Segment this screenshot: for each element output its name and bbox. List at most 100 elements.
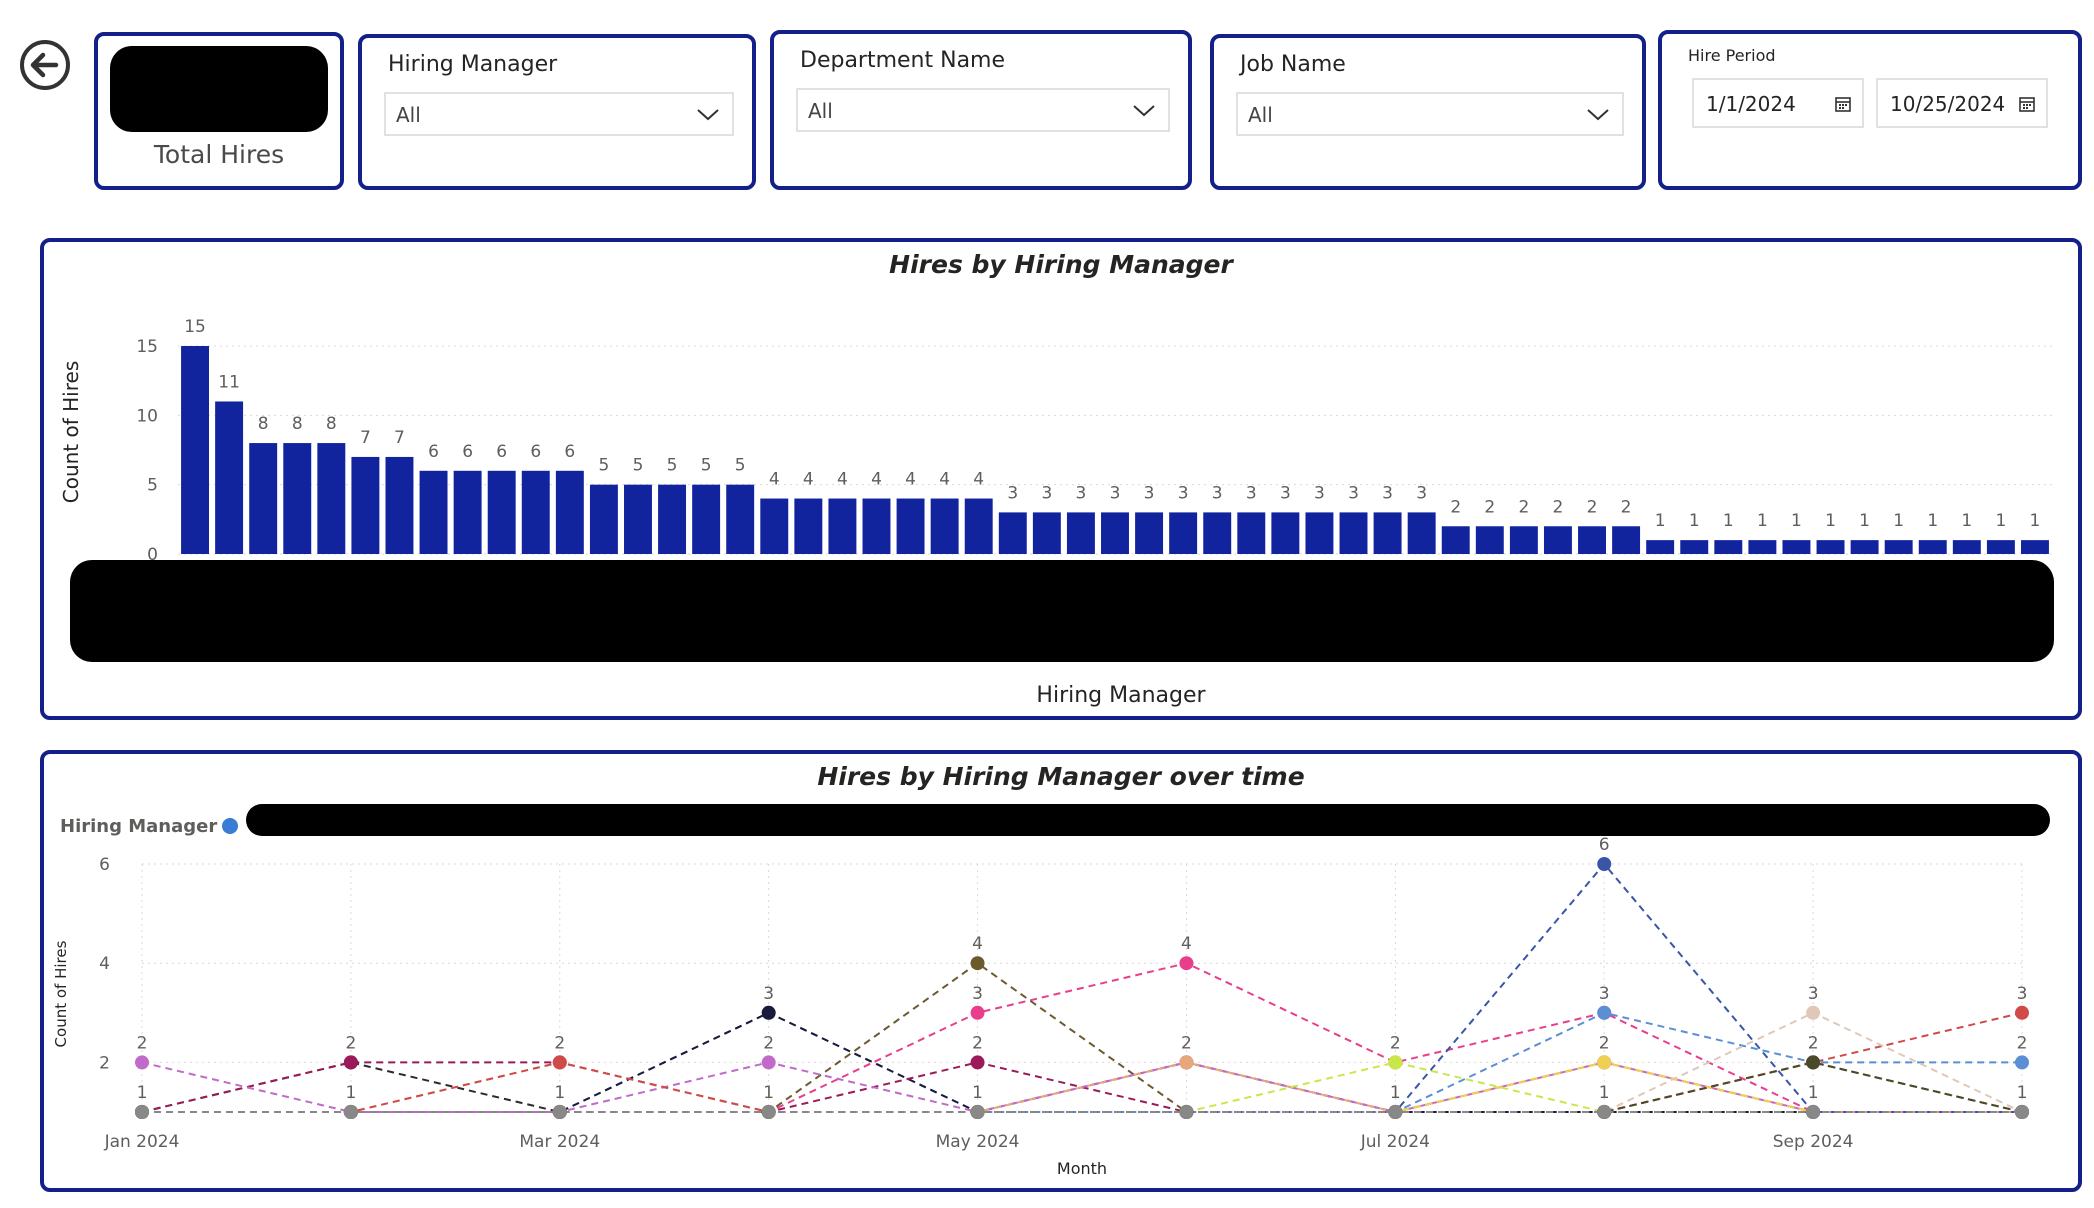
bar-data-label: 1 bbox=[1961, 511, 1972, 531]
hire-period-end-input[interactable]: 10/25/2024 bbox=[1876, 78, 2048, 128]
bar[interactable] bbox=[1986, 540, 2015, 554]
series-point[interactable] bbox=[1597, 1005, 1612, 1020]
legend-marker[interactable] bbox=[222, 818, 238, 834]
bar[interactable] bbox=[1169, 512, 1198, 554]
hiring-manager-dropdown[interactable]: All bbox=[384, 92, 734, 136]
bar[interactable] bbox=[1271, 512, 1300, 554]
bar[interactable] bbox=[1918, 540, 1947, 554]
bar[interactable] bbox=[1748, 540, 1777, 554]
bar[interactable] bbox=[1612, 526, 1641, 554]
bar[interactable] bbox=[521, 470, 550, 554]
series-point[interactable] bbox=[761, 1055, 776, 1070]
series-line[interactable] bbox=[142, 961, 2023, 1113]
bar[interactable] bbox=[1237, 512, 1266, 554]
back-button[interactable] bbox=[18, 38, 72, 92]
bar[interactable] bbox=[1509, 526, 1538, 554]
bar-data-label: 4 bbox=[871, 470, 882, 490]
series-point[interactable] bbox=[135, 1055, 149, 1070]
bar[interactable] bbox=[1714, 540, 1743, 554]
series-point[interactable] bbox=[343, 1055, 358, 1070]
series-point[interactable] bbox=[135, 1105, 149, 1119]
bar[interactable] bbox=[249, 443, 278, 554]
series-point[interactable] bbox=[1597, 1055, 1612, 1070]
bar[interactable] bbox=[998, 512, 1027, 554]
series-point[interactable] bbox=[1806, 1105, 1821, 1119]
series-point[interactable] bbox=[2015, 1105, 2029, 1119]
bar[interactable] bbox=[2020, 540, 2049, 554]
bar-data-label: 6 bbox=[530, 442, 541, 462]
bar[interactable] bbox=[1475, 526, 1504, 554]
bar[interactable] bbox=[692, 484, 721, 554]
bar-data-label: 4 bbox=[769, 470, 780, 490]
series-line[interactable] bbox=[142, 1061, 2022, 1114]
bar[interactable] bbox=[1680, 540, 1709, 554]
department-name-dropdown[interactable]: All bbox=[796, 88, 1170, 132]
series-point[interactable] bbox=[970, 956, 985, 971]
bar[interactable] bbox=[1543, 526, 1572, 554]
series-point[interactable] bbox=[1388, 1055, 1403, 1070]
bar[interactable] bbox=[1135, 512, 1164, 554]
bar[interactable] bbox=[317, 443, 346, 554]
bar[interactable] bbox=[555, 470, 584, 554]
series-point[interactable] bbox=[1597, 1105, 1612, 1119]
series-point[interactable] bbox=[343, 1105, 358, 1119]
bar[interactable] bbox=[1032, 512, 1061, 554]
bar[interactable] bbox=[589, 484, 618, 554]
bar[interactable] bbox=[1646, 540, 1675, 554]
series-point[interactable] bbox=[1388, 1105, 1403, 1119]
bar[interactable] bbox=[1816, 540, 1845, 554]
bar[interactable] bbox=[1407, 512, 1436, 554]
bar[interactable] bbox=[419, 470, 448, 554]
bar[interactable] bbox=[487, 470, 516, 554]
bar[interactable] bbox=[1066, 512, 1095, 554]
series-point[interactable] bbox=[2015, 1055, 2029, 1070]
bar[interactable] bbox=[1203, 512, 1232, 554]
job-name-dropdown[interactable]: All bbox=[1236, 92, 1624, 136]
bar[interactable] bbox=[1373, 512, 1402, 554]
series-point[interactable] bbox=[1179, 1055, 1194, 1070]
bar[interactable] bbox=[624, 484, 652, 554]
bar[interactable] bbox=[1339, 512, 1368, 554]
series-point[interactable] bbox=[2015, 1005, 2029, 1020]
series-point[interactable] bbox=[1179, 1105, 1194, 1119]
bar[interactable] bbox=[794, 498, 823, 554]
bar[interactable] bbox=[1884, 540, 1913, 554]
series-point[interactable] bbox=[1806, 1005, 1821, 1020]
series-point[interactable] bbox=[1806, 1055, 1821, 1070]
bar[interactable] bbox=[283, 443, 312, 554]
bar[interactable] bbox=[1578, 526, 1606, 554]
bar[interactable] bbox=[1101, 512, 1129, 554]
calendar-icon[interactable] bbox=[2018, 95, 2036, 113]
bar[interactable] bbox=[658, 484, 687, 554]
bar[interactable] bbox=[385, 456, 414, 554]
bar[interactable] bbox=[964, 498, 993, 554]
series-point[interactable] bbox=[1179, 956, 1194, 971]
series-point[interactable] bbox=[970, 1005, 985, 1020]
bar[interactable] bbox=[351, 456, 380, 554]
series-point[interactable] bbox=[1597, 857, 1612, 871]
bar[interactable] bbox=[930, 498, 959, 554]
hiring-manager-slicer: Hiring Manager All bbox=[358, 34, 756, 190]
bar[interactable] bbox=[215, 401, 244, 554]
bar[interactable] bbox=[828, 498, 857, 554]
bar[interactable] bbox=[453, 470, 482, 554]
point-data-label: 3 bbox=[2017, 984, 2028, 1004]
bar[interactable] bbox=[181, 346, 210, 554]
bar[interactable] bbox=[1952, 540, 1981, 554]
bar[interactable] bbox=[1782, 540, 1811, 554]
bar[interactable] bbox=[862, 498, 891, 554]
bar[interactable] bbox=[726, 484, 755, 554]
hire-period-start-input[interactable]: 1/1/2024 bbox=[1692, 78, 1864, 128]
bar[interactable] bbox=[1305, 512, 1334, 554]
series-point[interactable] bbox=[970, 1055, 985, 1070]
series-point[interactable] bbox=[761, 1105, 776, 1119]
series-point[interactable] bbox=[761, 1005, 776, 1020]
series-point[interactable] bbox=[970, 1105, 985, 1119]
series-point[interactable] bbox=[552, 1055, 567, 1070]
bar[interactable] bbox=[1441, 526, 1470, 554]
bar[interactable] bbox=[1850, 540, 1879, 554]
bar[interactable] bbox=[896, 498, 925, 554]
series-point[interactable] bbox=[552, 1105, 567, 1119]
calendar-icon[interactable] bbox=[1834, 95, 1852, 113]
bar[interactable] bbox=[760, 498, 789, 554]
